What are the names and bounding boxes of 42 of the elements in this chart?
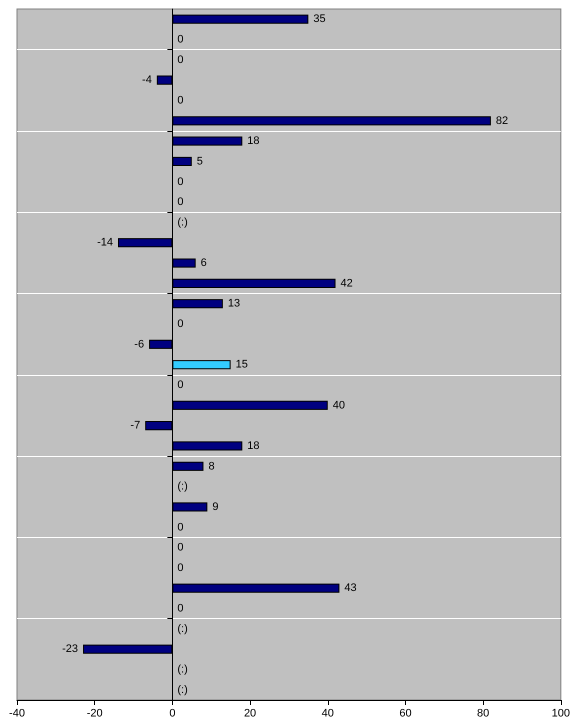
data-label: 0: [177, 378, 184, 391]
data-label: 0: [177, 602, 184, 615]
data-label: 0: [177, 318, 184, 330]
x-tick-label: 0: [169, 708, 176, 720]
x-tick-label: 60: [399, 708, 412, 720]
data-label: -4: [142, 74, 152, 86]
data-label: 35: [313, 13, 326, 26]
data-label: 0: [177, 196, 184, 208]
data-label: 40: [332, 399, 346, 412]
data-label: 0: [177, 542, 184, 554]
x-tick-label: 100: [552, 708, 570, 720]
x-tick-label: -20: [86, 708, 103, 720]
data-label: -6: [134, 338, 144, 350]
data-label: 0: [177, 54, 184, 66]
data-label: 0: [177, 94, 184, 106]
data-label: -7: [130, 420, 140, 432]
data-label: 42: [340, 277, 353, 290]
data-label: 5: [196, 155, 203, 168]
text: (:): [177, 664, 188, 676]
data-label: 13: [228, 298, 240, 310]
text: (:): [177, 622, 188, 635]
data-label: 82: [496, 114, 508, 127]
data-label: -23: [62, 643, 78, 656]
text: (:): [177, 480, 188, 493]
x-tick-label: 40: [322, 708, 334, 720]
data-label: -14: [97, 236, 113, 249]
x-tick-label: -40: [9, 708, 25, 720]
x-tick-label: 20: [244, 708, 256, 720]
data-label: 8: [208, 460, 215, 472]
text: (:): [177, 216, 188, 228]
data-label: 15: [236, 358, 248, 371]
data-label: 43: [344, 582, 357, 594]
text: (:): [177, 684, 188, 696]
data-label: 0: [177, 562, 184, 574]
data-label: 0: [177, 521, 184, 534]
data-label: 0: [177, 176, 184, 188]
data-label: 6: [200, 257, 207, 270]
data-label: 18: [247, 440, 260, 452]
data-label: 9: [212, 500, 218, 513]
data-label: 18: [247, 135, 260, 148]
x-tick-label: 80: [477, 708, 490, 720]
data-label: 0: [177, 33, 184, 46]
